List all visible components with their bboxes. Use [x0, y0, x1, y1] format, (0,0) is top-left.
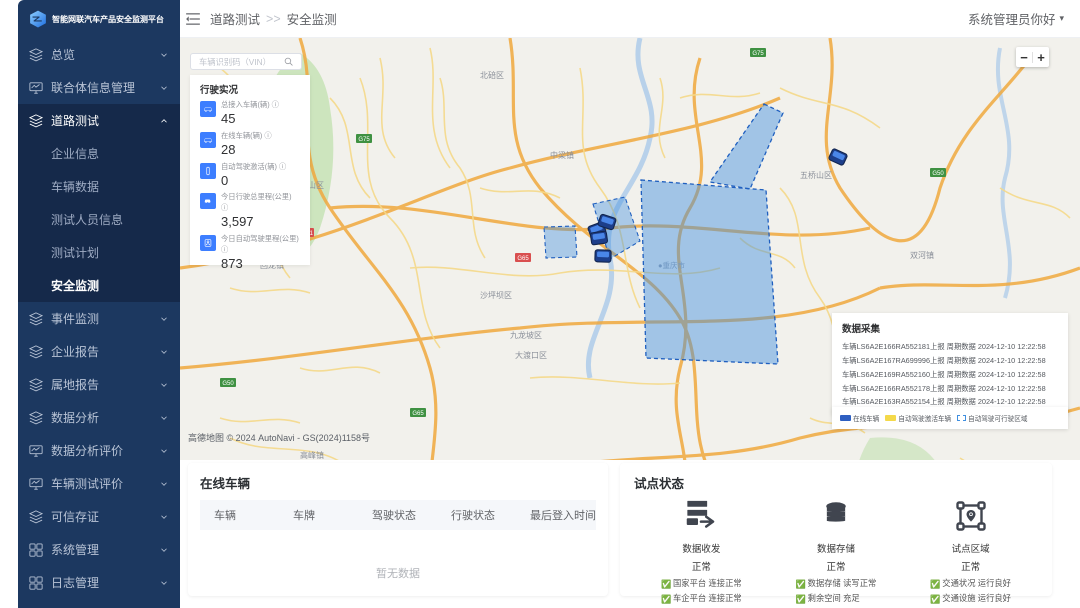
svg-text:G75: G75: [358, 137, 370, 143]
svg-text:高峰镇: 高峰镇: [300, 450, 324, 460]
svg-text:高德地图 © 2024 AutoNavi - GS(202: 高德地图 © 2024 AutoNavi - GS(2024)1158号: [188, 432, 370, 443]
svg-text:G50: G50: [222, 381, 234, 387]
svg-text:大渡口区: 大渡口区: [515, 350, 547, 360]
svg-text:G75: G75: [752, 51, 764, 57]
svg-text:G65: G65: [517, 256, 529, 262]
svg-text:九龙坡区: 九龙坡区: [510, 330, 542, 340]
svg-text:北碚区: 北碚区: [480, 70, 504, 80]
svg-text:G65: G65: [412, 411, 424, 417]
svg-text:沙坪坝区: 沙坪坝区: [480, 291, 512, 300]
svg-text:中梁镇: 中梁镇: [550, 150, 574, 160]
svg-text:五桥山区: 五桥山区: [800, 170, 832, 180]
svg-text:G50: G50: [932, 171, 944, 177]
svg-text:双河镇: 双河镇: [910, 250, 934, 260]
